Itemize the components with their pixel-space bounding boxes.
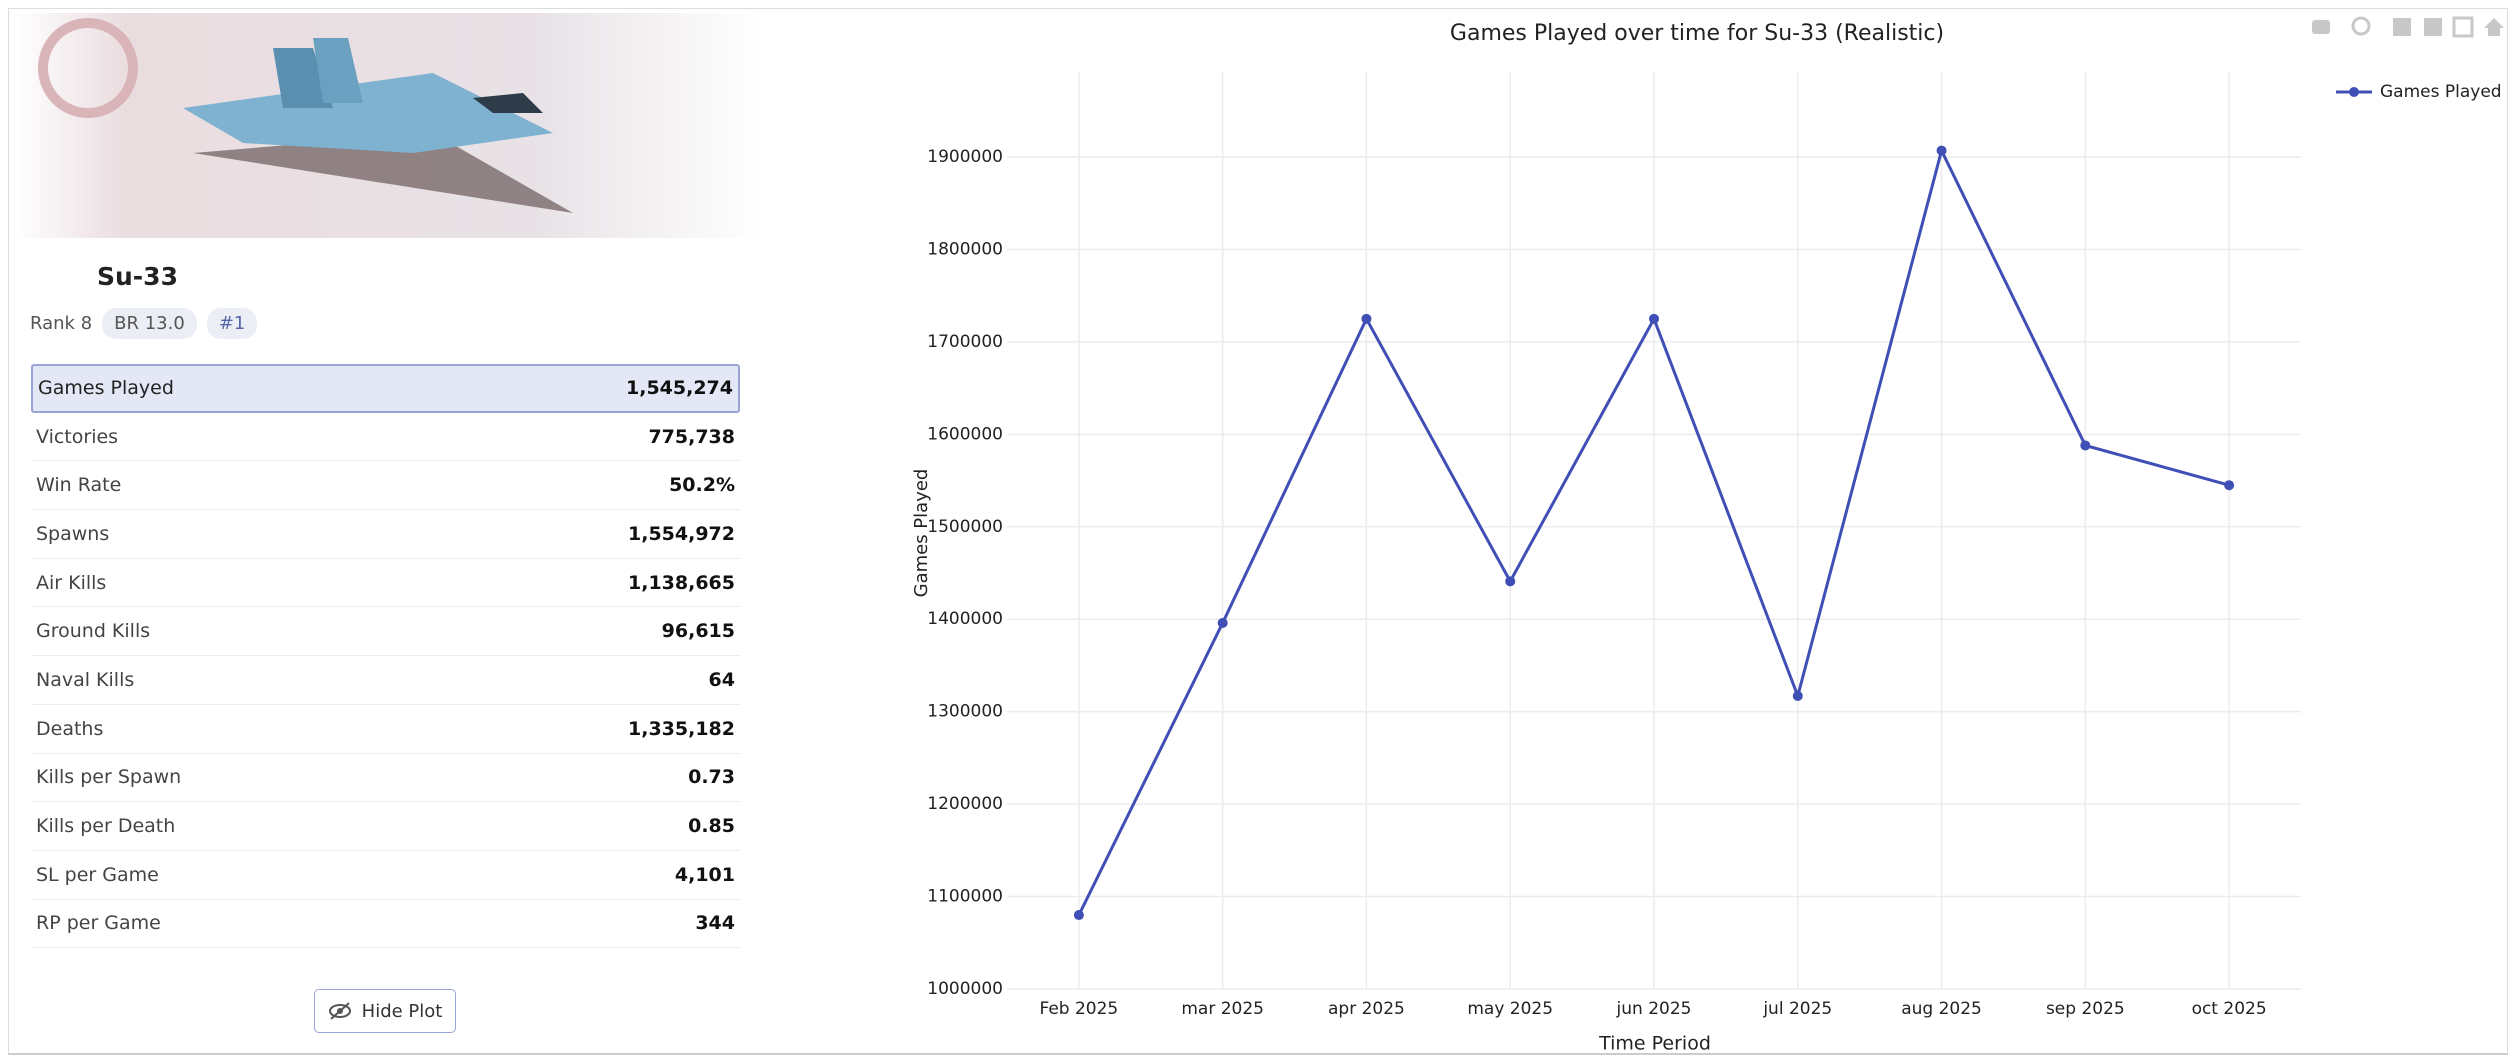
y-tick-label: 1900000 bbox=[927, 147, 1003, 167]
stats-table: Games Played 1,545,274 Victories 775,738 Win… bbox=[31, 364, 740, 949]
stat-row[interactable]: RP per Game 344 bbox=[31, 900, 740, 949]
stat-label: Naval Kills bbox=[36, 668, 135, 691]
stat-value: 1,554,972 bbox=[628, 522, 735, 545]
emblem bbox=[38, 18, 138, 118]
stat-value: 1,138,665 bbox=[628, 571, 735, 594]
stat-value: 0.85 bbox=[688, 815, 735, 838]
y-axis-title: Games Played bbox=[911, 469, 932, 598]
y-tick-label: 1500000 bbox=[927, 517, 1003, 537]
stat-label: Games Played bbox=[38, 377, 174, 400]
stat-row[interactable]: Spawns 1,554,972 bbox=[31, 510, 740, 559]
eye-off-icon bbox=[328, 1002, 351, 1020]
stat-label: RP per Game bbox=[36, 912, 161, 935]
legend-label: Games Played bbox=[2380, 82, 2502, 102]
jet-shadow bbox=[193, 133, 573, 213]
stat-label: Ground Kills bbox=[36, 620, 151, 643]
data-point bbox=[1936, 145, 1947, 156]
rank-row: Rank 8 BR 13.0 #1 bbox=[30, 308, 258, 339]
stat-value: 4,101 bbox=[674, 863, 735, 886]
data-point bbox=[2224, 480, 2235, 491]
y-tick-label: 1700000 bbox=[927, 332, 1003, 352]
x-tick-label: aug 2025 bbox=[1901, 999, 1982, 1019]
stat-row[interactable]: Deaths 1,335,182 bbox=[31, 705, 740, 754]
data-point bbox=[1361, 313, 1372, 324]
stat-row[interactable]: Naval Kills 64 bbox=[31, 656, 740, 705]
zoom-in-icon[interactable] bbox=[2393, 18, 2411, 36]
jet-body bbox=[183, 73, 553, 153]
stat-label: Victories bbox=[36, 425, 119, 448]
jet-illustration bbox=[38, 18, 573, 213]
stat-row[interactable]: Kills per Spawn 0.73 bbox=[31, 754, 740, 803]
x-tick-label: jul 2025 bbox=[1762, 999, 1832, 1019]
stat-row[interactable]: Ground Kills 96,615 bbox=[31, 607, 740, 657]
stat-row[interactable]: Win Rate 50.2% bbox=[31, 461, 740, 511]
zoom-icon[interactable] bbox=[2351, 16, 2371, 36]
rank: Rank 8 bbox=[30, 313, 93, 334]
br-badge: BR 13.0 bbox=[102, 308, 197, 339]
stat-value: 344 bbox=[695, 912, 735, 935]
y-tick-label: 1800000 bbox=[927, 239, 1003, 259]
stat-row[interactable]: SL per Game 4,101 bbox=[31, 851, 740, 900]
stat-value: 96,615 bbox=[661, 620, 735, 643]
stat-label: Kills per Death bbox=[36, 815, 176, 838]
data-point bbox=[1217, 617, 1228, 628]
panel-frame bbox=[8, 8, 2508, 1055]
modebar bbox=[2312, 16, 2504, 38]
y-tick-label: 1300000 bbox=[927, 702, 1003, 722]
x-tick-label: jun 2025 bbox=[1616, 999, 1692, 1019]
y-tick-label: 1400000 bbox=[927, 609, 1003, 629]
y-tick-label: 1000000 bbox=[927, 979, 1003, 999]
x-tick-label: apr 2025 bbox=[1328, 999, 1405, 1019]
stat-label: Deaths bbox=[36, 717, 104, 740]
data-point bbox=[1073, 910, 1084, 921]
stat-value: 1,545,274 bbox=[626, 377, 733, 400]
x-tick-label: oct 2025 bbox=[2192, 999, 2267, 1019]
stat-label: SL per Game bbox=[36, 863, 159, 886]
data-point bbox=[1792, 690, 1803, 701]
jet-canopy bbox=[473, 93, 543, 113]
stat-value: 775,738 bbox=[648, 425, 735, 448]
y-tick-label: 1100000 bbox=[927, 887, 1003, 907]
stat-row[interactable]: Victories 775,738 bbox=[31, 413, 740, 462]
hide-plot-button[interactable]: Hide Plot bbox=[314, 989, 456, 1033]
y-tick-label: 1600000 bbox=[927, 424, 1003, 444]
legend-marker bbox=[2349, 87, 2359, 97]
x-axis-title: Time Period bbox=[1598, 1033, 1711, 1055]
data-point bbox=[1505, 576, 1516, 587]
position-badge: #1 bbox=[206, 308, 258, 339]
vehicle-name: Su-33 bbox=[97, 262, 178, 291]
button-label: Hide Plot bbox=[361, 1000, 443, 1022]
chart-title: Games Played over time for Su-33 (Realis… bbox=[1450, 21, 1944, 46]
camera-icon[interactable] bbox=[2312, 20, 2330, 34]
x-tick-label: sep 2025 bbox=[2046, 999, 2125, 1019]
stat-row[interactable]: Kills per Death 0.85 bbox=[31, 802, 740, 851]
stat-label: Win Rate bbox=[36, 474, 122, 497]
stat-row[interactable]: Games Played 1,545,274 bbox=[31, 364, 740, 413]
autoscale-icon[interactable] bbox=[2452, 16, 2474, 38]
stat-label: Air Kills bbox=[36, 571, 107, 594]
stat-label: Spawns bbox=[36, 522, 110, 545]
y-tick-label: 1200000 bbox=[927, 794, 1003, 814]
x-tick-label: Feb 2025 bbox=[1039, 999, 1118, 1019]
stat-row[interactable]: Air Kills 1,138,665 bbox=[31, 559, 740, 608]
jet-tail bbox=[313, 38, 363, 103]
stat-value: 1,335,182 bbox=[628, 717, 735, 740]
x-tick-label: may 2025 bbox=[1467, 999, 1553, 1019]
data-point bbox=[2080, 440, 2091, 451]
data-point bbox=[1649, 313, 1659, 324]
x-tick-label: mar 2025 bbox=[1181, 999, 1264, 1019]
stat-value: 0.73 bbox=[688, 766, 735, 789]
zoom-out-icon[interactable] bbox=[2424, 18, 2442, 36]
stat-value: 64 bbox=[708, 668, 735, 691]
vehicle-image bbox=[13, 13, 760, 238]
stat-label: Kills per Spawn bbox=[36, 766, 182, 789]
reset-icon[interactable] bbox=[2484, 18, 2504, 36]
stat-value: 50.2% bbox=[669, 474, 735, 497]
